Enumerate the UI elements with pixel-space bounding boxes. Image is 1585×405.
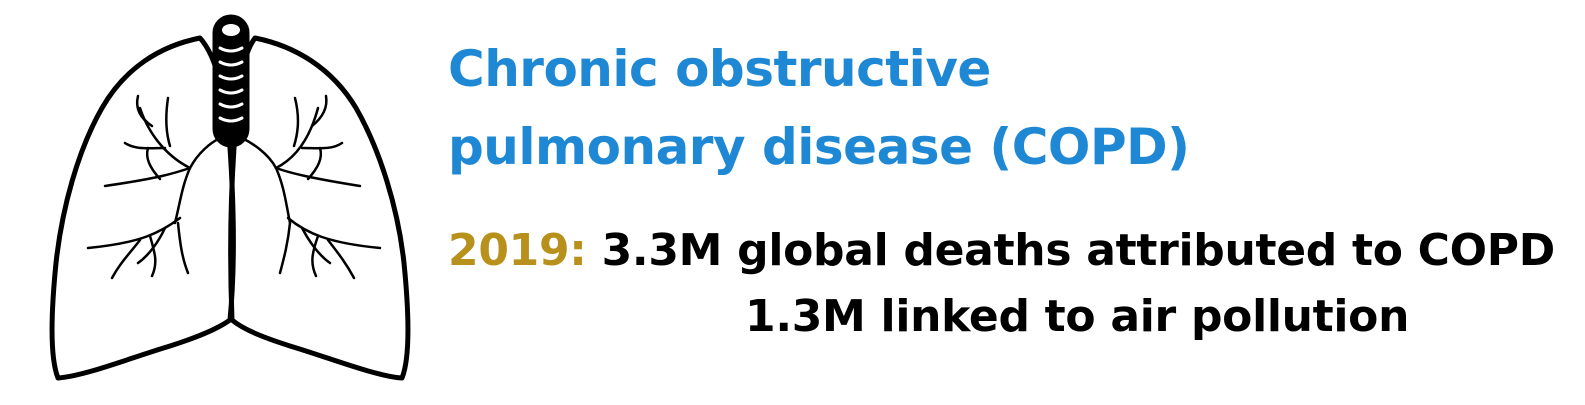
page-title: Chronic obstructive pulmonary disease (C…	[448, 30, 1190, 186]
stat-text-2: 1.3M linked to air pollution	[745, 291, 1410, 342]
title-line-2: pulmonary disease (COPD)	[448, 118, 1190, 176]
stat-line-1: 2019: 3.3M global deaths attributed to C…	[448, 217, 1555, 285]
stat-text-1: 3.3M global deaths attributed to COPD	[601, 225, 1556, 276]
year-label: 2019:	[448, 225, 587, 276]
stat-line-2: 1.3M linked to air pollution	[745, 283, 1409, 351]
title-line-1: Chronic obstructive	[448, 40, 991, 98]
lungs-icon	[49, 14, 411, 381]
